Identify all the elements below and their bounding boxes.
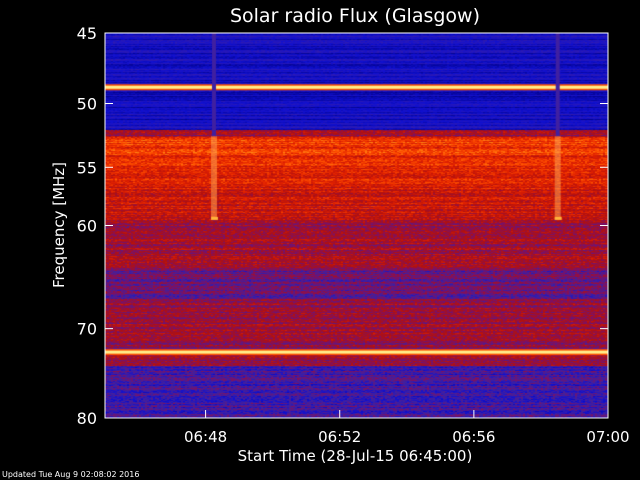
updated-timestamp: Updated Tue Aug 9 02:08:02 2016 xyxy=(2,470,139,479)
y-tick-label: 55 xyxy=(77,158,97,177)
x-tick-label: 06:56 xyxy=(452,428,495,446)
chart-title: Solar radio Flux (Glasgow) xyxy=(230,5,480,27)
y-tick-label: 80 xyxy=(77,409,97,428)
y-tick-label: 50 xyxy=(77,95,97,114)
y-tick-label: 45 xyxy=(77,24,97,43)
x-axis-label: Start Time (28-Jul-15 06:45:00) xyxy=(238,447,473,465)
y-axis: 45 50 55 60 70 80 xyxy=(77,24,608,428)
x-tick-label: 06:52 xyxy=(318,428,361,446)
y-tick-label: 70 xyxy=(77,320,97,339)
x-tick-label: 07:00 xyxy=(586,428,629,446)
spectrogram-image xyxy=(105,33,608,418)
x-tick-label: 06:48 xyxy=(184,428,227,446)
y-axis-label: Frequency [MHz] xyxy=(50,162,68,288)
x-axis: 06:48 06:52 06:56 07:00 xyxy=(184,410,630,446)
y-tick-label: 60 xyxy=(77,217,97,236)
spectrogram-plot-area xyxy=(104,32,609,419)
